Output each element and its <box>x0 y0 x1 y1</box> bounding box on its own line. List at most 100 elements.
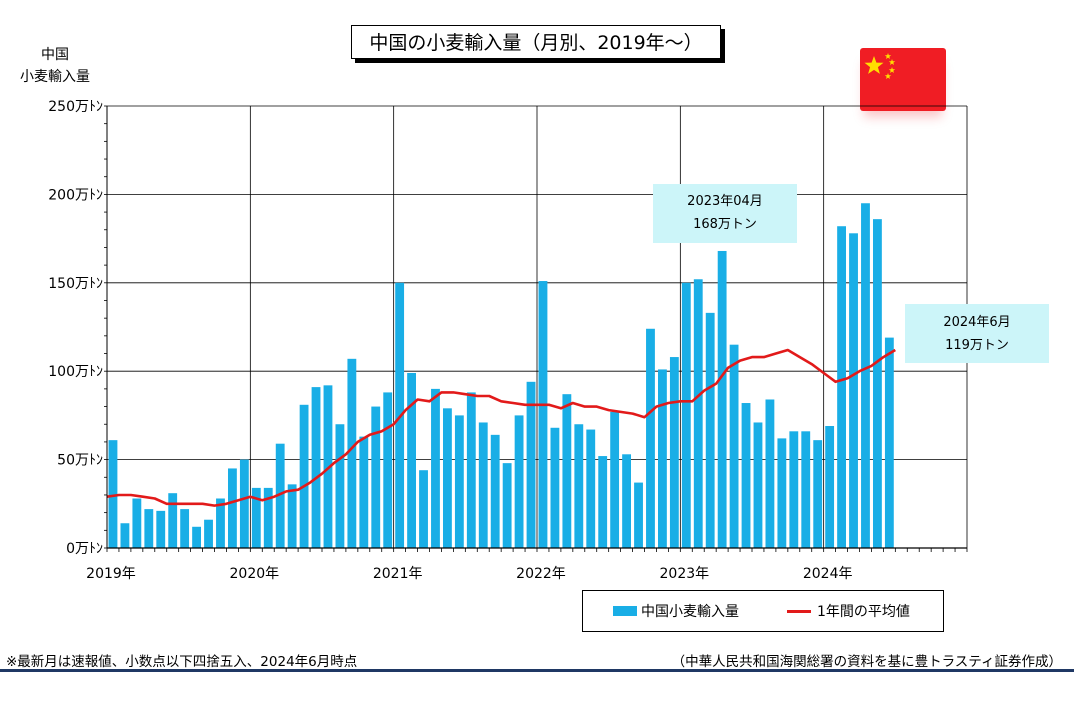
bar <box>729 344 739 548</box>
bar <box>192 526 202 548</box>
bar <box>646 328 655 548</box>
bar <box>657 369 667 548</box>
bar <box>550 427 560 548</box>
bar <box>526 381 536 548</box>
bar <box>132 498 142 548</box>
y-tick-label: 250万ﾄﾝ <box>48 99 103 115</box>
legend-line-label: 1年間の平均値 <box>817 604 910 620</box>
bar <box>502 463 512 548</box>
bar <box>634 482 643 548</box>
legend-bar-label: 中国小麦輸入量 <box>641 604 739 620</box>
bar <box>204 519 213 548</box>
bar <box>287 484 297 548</box>
callout-2024-06: 2024年6月 119万トン <box>905 304 1049 363</box>
bar <box>717 250 727 548</box>
bar <box>681 282 691 548</box>
grid <box>106 105 968 548</box>
bar <box>765 399 775 548</box>
x-tick-label: 2020年 <box>230 566 280 582</box>
bar <box>180 509 190 548</box>
footnote-left: ※最新月は速報値、小数点以下四捨五入、2024年6月時点 <box>6 654 358 670</box>
callout-2024-06-line1: 2024年6月 <box>943 315 1011 330</box>
bar <box>431 388 440 548</box>
flag-big-star <box>864 56 884 74</box>
bars <box>108 203 894 549</box>
bar <box>347 358 357 548</box>
bar <box>419 470 428 548</box>
bar <box>407 372 417 548</box>
callout-2023-04-line1: 2023年04月 <box>687 194 763 209</box>
bar <box>705 312 715 548</box>
bar <box>251 487 261 548</box>
bar <box>466 392 476 548</box>
x-tick-label: 2022年 <box>516 566 566 582</box>
bar <box>884 337 894 548</box>
bar <box>156 510 166 548</box>
bar <box>849 233 858 548</box>
y-axis-title-line2: 小麦輸入量 <box>20 69 90 85</box>
china-flag-icon <box>860 48 946 111</box>
bar <box>669 357 679 548</box>
bar <box>693 279 703 548</box>
flag-small-star-2 <box>888 59 896 65</box>
bar <box>108 440 118 548</box>
bar <box>168 493 178 548</box>
bar <box>562 394 572 548</box>
bar <box>622 454 632 548</box>
bar <box>478 422 488 548</box>
bar <box>383 392 393 548</box>
bar <box>120 523 130 548</box>
avg-line <box>106 348 896 507</box>
axes <box>104 105 968 552</box>
bar <box>442 408 452 548</box>
x-tick-label: 2023年 <box>660 566 710 582</box>
y-tick-label: 50万ﾄﾝ <box>57 453 103 469</box>
flag-small-star-4 <box>884 73 892 79</box>
x-tick-label: 2024年 <box>803 566 853 582</box>
y-axis-title: 中国 小麦輸入量 <box>10 44 100 88</box>
y-tick-label: 150万ﾄﾝ <box>48 276 103 292</box>
bar <box>311 387 321 548</box>
bar <box>263 487 273 548</box>
bar <box>490 434 500 548</box>
callout-2024-06-line2: 119万トン <box>945 338 1009 353</box>
callout-2023-04-line2: 168万トン <box>693 217 757 232</box>
bar <box>514 415 524 548</box>
bar <box>741 403 751 548</box>
y-tick-labels: 0万ﾄﾝ 50万ﾄﾝ 100万ﾄﾝ 150万ﾄﾝ 200万ﾄﾝ 250万ﾄﾝ <box>48 99 103 557</box>
bar <box>275 443 285 548</box>
bar <box>598 456 608 548</box>
bar <box>753 422 763 548</box>
bar <box>789 431 799 548</box>
x-tick-label: 2019年 <box>86 566 136 582</box>
flag-small-star-3 <box>888 67 896 73</box>
bar <box>239 459 249 548</box>
legend: 中国小麦輸入量 1年間の平均値 <box>582 590 944 632</box>
legend-item-bar: 中国小麦輸入量 <box>613 591 739 631</box>
bar <box>299 404 309 548</box>
bar <box>610 411 620 548</box>
bar <box>216 498 225 548</box>
bar <box>574 424 584 548</box>
footnote-right: （中華人民共和国海関総署の資料を基に豊トラスティ証券作成） <box>671 654 1062 670</box>
bar <box>359 436 369 548</box>
bar <box>801 431 811 548</box>
bar <box>813 440 823 548</box>
y-tick-label: 200万ﾄﾝ <box>48 187 103 203</box>
bar <box>861 203 870 549</box>
bar <box>872 219 882 549</box>
chart-title: 中国の小麦輸入量（月別、2019年～） <box>351 25 721 59</box>
bar <box>825 426 835 548</box>
flag-small-star-1 <box>884 53 892 59</box>
bar <box>335 424 345 548</box>
x-tick-labels: 2019年 2020年 2021年 2022年 2023年 2024年 <box>86 566 852 582</box>
legend-line-swatch <box>787 609 811 613</box>
bar <box>371 406 381 548</box>
legend-item-line: 1年間の平均値 <box>787 591 910 631</box>
y-tick-label: 0万ﾄﾝ <box>66 541 103 557</box>
bar <box>586 429 596 548</box>
bottom-rule <box>0 669 1074 672</box>
bar <box>777 438 787 548</box>
x-tick-label: 2021年 <box>373 566 423 582</box>
